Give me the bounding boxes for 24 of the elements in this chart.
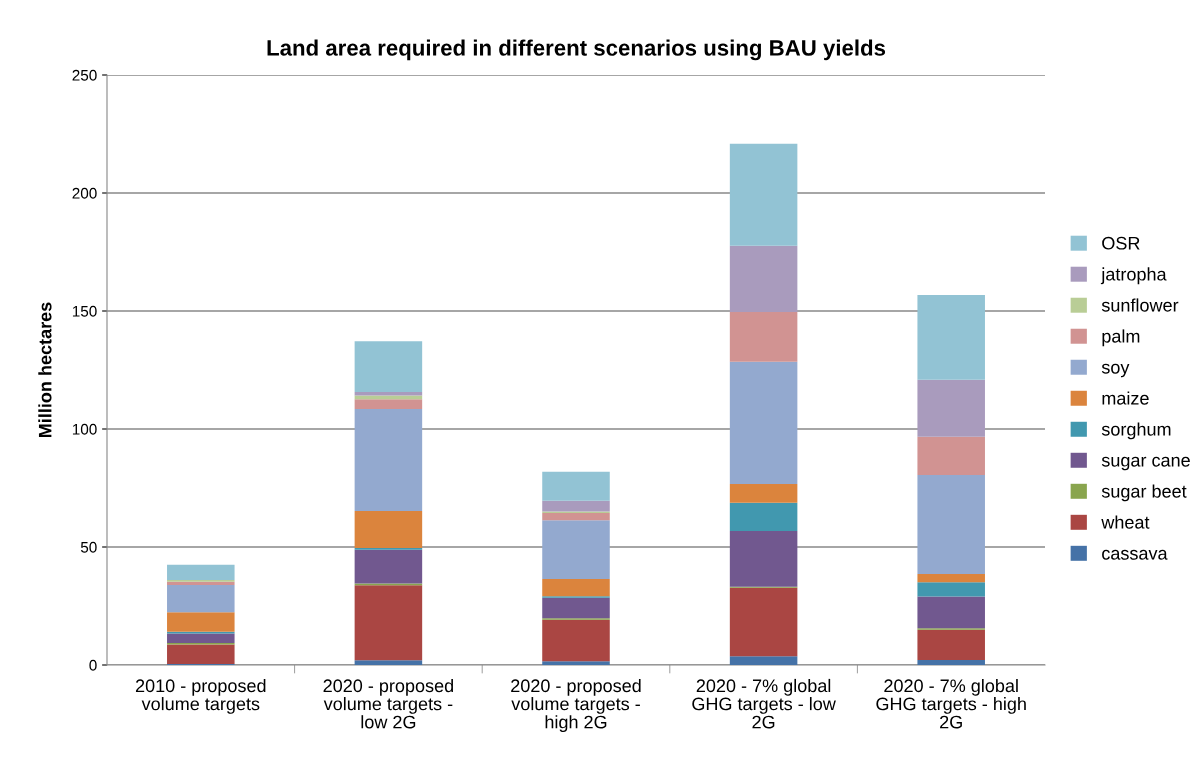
x-tick-label: 2020 - proposed volume targets - high 2G: [511, 678, 641, 732]
legend-label: maize: [1102, 391, 1149, 405]
y-tick-label: 250: [72, 69, 97, 81]
y-tick-label: 50: [80, 541, 97, 553]
y-tick-label: 100: [72, 423, 97, 435]
y-axis-title: Million hectares: [38, 302, 52, 438]
legend-label: wheat: [1101, 515, 1150, 529]
legend-label: sugar beet: [1101, 484, 1187, 502]
legend-label: sunflower: [1101, 298, 1179, 312]
legend-label: OSR: [1102, 236, 1140, 250]
x-tick-label: 2020 - proposed volume targets - low 2G: [323, 678, 453, 729]
chart-title: Land area required in different scenarios using BAU yields: [267, 39, 886, 61]
y-tick-label: 150: [72, 305, 97, 317]
legend-label: soy: [1101, 363, 1130, 378]
x-tick-label: 2020 - 7% global GHG targets - high 2G: [876, 678, 1026, 729]
legend-label: sorghum: [1101, 422, 1171, 440]
legend-label: jatropha: [1100, 267, 1167, 285]
y-tick-label: 0: [89, 659, 97, 671]
x-tick-label: 2020 - 7% global GHG targets - low 2G: [692, 678, 836, 729]
x-tick-label: 2010 - proposed volume targets: [135, 678, 266, 714]
legend-label: cassava: [1102, 549, 1168, 560]
legend-label: palm: [1102, 329, 1140, 347]
y-tick-label: 200: [72, 187, 97, 199]
legend-label: sugar cane: [1101, 456, 1190, 471]
